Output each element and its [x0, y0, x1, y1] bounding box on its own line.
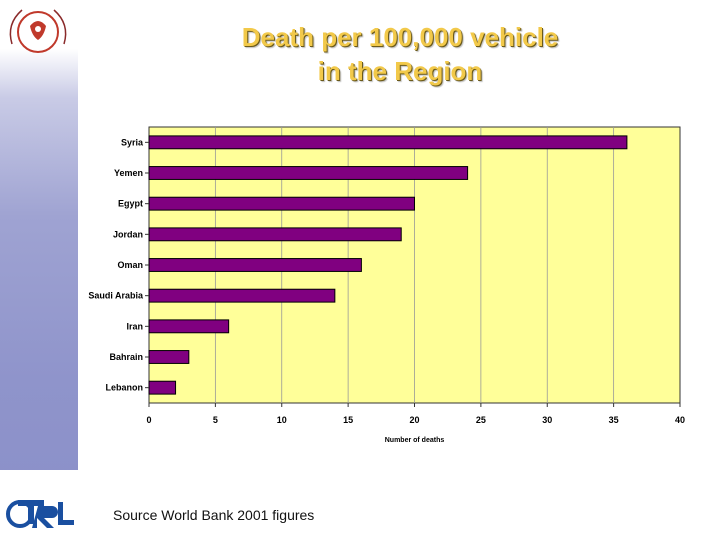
bar — [148, 227, 402, 242]
bar-chart: 0 5 10 15 20 25 30 35 40 Syria Yemen Egypt Jordan Oma… — [88, 126, 685, 444]
x-tick-label: 10 — [277, 415, 287, 425]
bar — [148, 319, 230, 334]
y-category-label: Jordan — [113, 229, 143, 239]
chart-container: 0 5 10 15 20 25 30 35 40 Syria Yemen Egypt Jordan Oma… — [84, 124, 690, 444]
title-line-1: Death per 100,000 vehicle — [241, 22, 559, 52]
bar — [148, 350, 190, 364]
bar — [148, 166, 469, 180]
slide-title: Death per 100,000 vehicle in the Region — [160, 20, 640, 88]
x-tick-label: 5 — [213, 415, 218, 425]
bar — [148, 135, 628, 150]
y-category-label: Lebanon — [106, 383, 144, 393]
bar — [148, 196, 415, 211]
bar — [148, 258, 362, 272]
title-line-2: in the Region — [317, 56, 483, 86]
x-tick-label: 20 — [409, 415, 419, 425]
x-tick-label: 0 — [146, 415, 151, 425]
x-tick-label: 40 — [675, 415, 685, 425]
y-category-label: Egypt — [118, 199, 143, 209]
bar — [148, 288, 336, 303]
arabic-emblem-logo — [9, 9, 67, 53]
y-category-label: Oman — [117, 260, 143, 270]
source-note: Source World Bank 2001 figures — [113, 507, 315, 523]
y-category-label: Yemen — [114, 168, 143, 178]
x-axis-label: Number of deaths — [385, 437, 445, 444]
y-category-label: Syria — [121, 137, 144, 147]
y-category-label: Saudi Arabia — [88, 291, 144, 301]
side-decorative-band — [0, 0, 78, 540]
trl-logo — [6, 500, 74, 528]
x-tick-label: 35 — [609, 415, 619, 425]
y-category-label: Bahrain — [109, 352, 143, 362]
bar — [148, 380, 177, 395]
y-category-label: Iran — [126, 321, 143, 331]
x-tick-label: 30 — [542, 415, 552, 425]
x-tick-label: 25 — [476, 415, 486, 425]
x-tick-label: 15 — [343, 415, 353, 425]
